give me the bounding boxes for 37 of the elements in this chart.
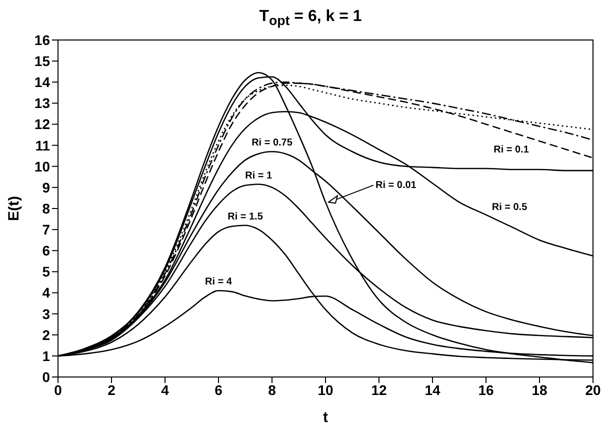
y-tick-label: 10 bbox=[34, 158, 50, 174]
y-tick-label: 7 bbox=[42, 222, 50, 238]
x-tick-label: 8 bbox=[268, 382, 276, 398]
series-label: Ri = 1.5 bbox=[228, 211, 264, 222]
y-tick-label: 1 bbox=[42, 348, 50, 364]
x-tick-label: 16 bbox=[478, 382, 494, 398]
x-tick-label: 2 bbox=[108, 382, 116, 398]
series-label: Ri = 0.1 bbox=[494, 144, 530, 156]
y-tick-label: 3 bbox=[42, 306, 50, 322]
y-tick-label: 14 bbox=[34, 74, 50, 90]
x-axis-title: t bbox=[323, 409, 328, 426]
y-tick-label: 5 bbox=[42, 264, 50, 280]
x-tick-label: 20 bbox=[585, 382, 601, 398]
y-tick-label: 8 bbox=[42, 200, 50, 216]
legend-label: Ri = 0.01 bbox=[376, 180, 417, 192]
y-tick-label: 4 bbox=[42, 284, 50, 301]
series-label: Ri = 0.75 bbox=[252, 138, 293, 149]
series-label: Ri = 0.5 bbox=[492, 202, 528, 214]
y-tick-label: 6 bbox=[42, 242, 50, 259]
y-tick-label: 0 bbox=[42, 368, 50, 385]
x-tick-label: 0 bbox=[54, 382, 62, 398]
series-label: Ri = 4 bbox=[205, 276, 232, 288]
y-tick-label: 11 bbox=[35, 137, 50, 154]
y-tick-label: 2 bbox=[42, 326, 50, 343]
x-tick-label: 14 bbox=[424, 382, 440, 398]
x-tick-label: 18 bbox=[532, 382, 548, 398]
x-tick-label: 12 bbox=[371, 382, 387, 398]
y-tick-label: 9 bbox=[42, 179, 50, 196]
y-tick-label: 13 bbox=[34, 95, 50, 112]
chart-title: T$_{opt}$ = 6, k = 1 bbox=[258, 8, 363, 30]
x-tick-label: 6 bbox=[214, 382, 223, 398]
y-tick-label: 16 bbox=[34, 32, 50, 48]
x-tick-label: 10 bbox=[318, 382, 334, 398]
y-tick-label: 15 bbox=[34, 53, 50, 70]
series-label: Ri = 1 bbox=[245, 170, 273, 182]
y-tick-label: 12 bbox=[34, 116, 50, 132]
x-tick-label: 4 bbox=[161, 382, 170, 398]
